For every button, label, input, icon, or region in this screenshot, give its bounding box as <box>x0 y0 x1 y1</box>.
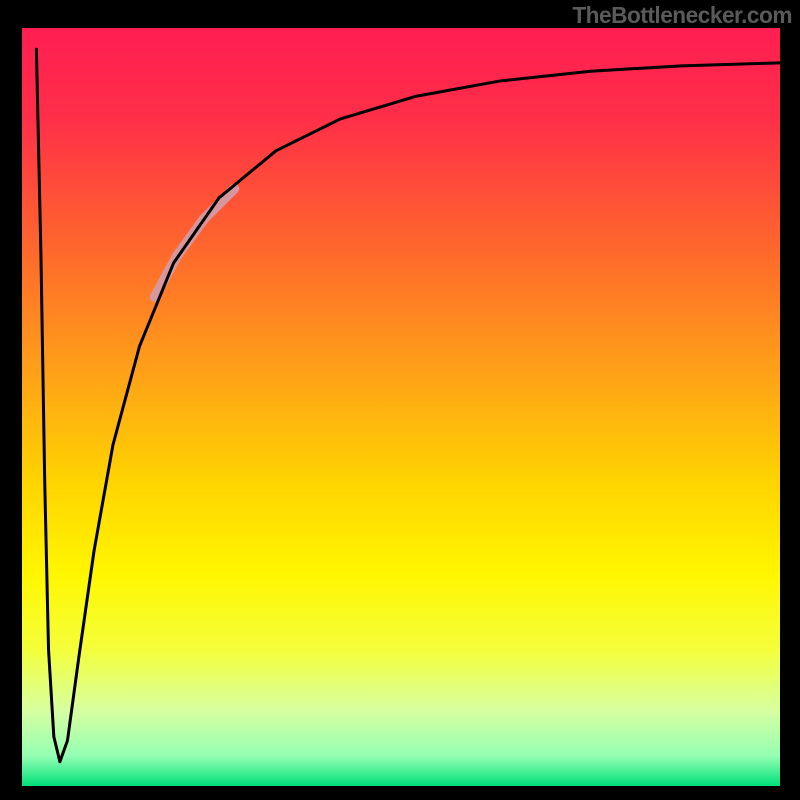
attribution-label: TheBottlenecker.com <box>572 2 792 29</box>
plot-area <box>22 28 780 786</box>
chart-container: TheBottlenecker.com <box>0 0 800 800</box>
